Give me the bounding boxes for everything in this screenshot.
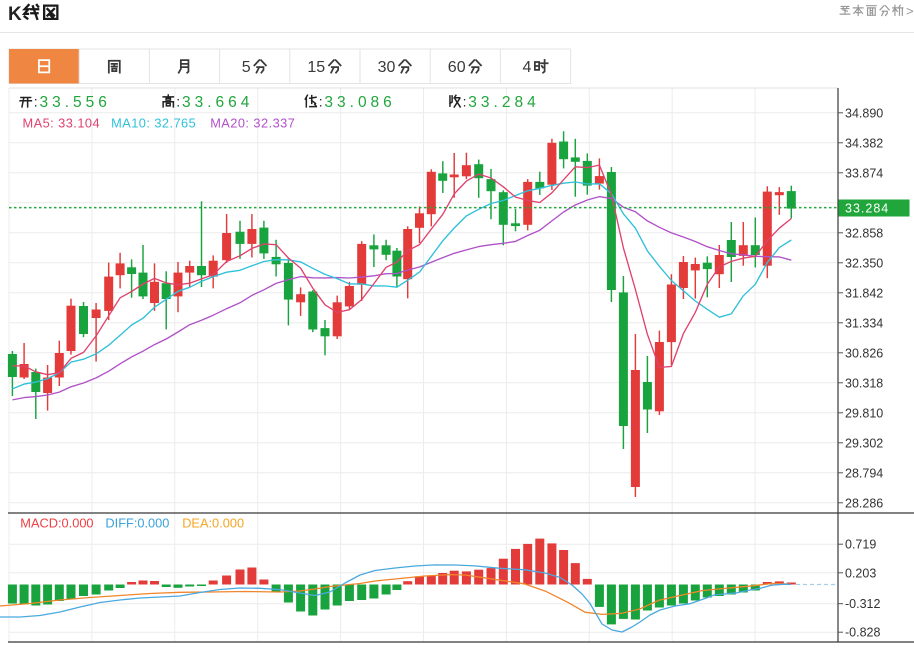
- svg-text:30.826: 30.826: [845, 346, 883, 360]
- svg-text:MA20: 32.337: MA20: 32.337: [210, 116, 295, 131]
- svg-text:MA5: 33.104: MA5: 33.104: [23, 116, 101, 131]
- svg-text:0.719: 0.719: [845, 538, 876, 552]
- svg-text::: :: [463, 94, 467, 110]
- svg-text:33.874: 33.874: [845, 166, 883, 180]
- svg-text:DEA:0.000: DEA:0.000: [182, 516, 244, 531]
- svg-text:34.382: 34.382: [845, 136, 883, 150]
- svg-text:33.556: 33.556: [40, 94, 111, 111]
- svg-text:-0.828: -0.828: [845, 626, 880, 640]
- svg-text:>: >: [906, 4, 914, 19]
- svg-text::: :: [319, 94, 323, 110]
- svg-text:33.284: 33.284: [845, 202, 889, 216]
- svg-text:33.664: 33.664: [182, 94, 253, 111]
- svg-text:29.302: 29.302: [845, 436, 883, 450]
- svg-text:MA10: 32.765: MA10: 32.765: [111, 116, 196, 131]
- svg-text:31.842: 31.842: [845, 286, 883, 300]
- svg-text:DIFF:0.000: DIFF:0.000: [105, 516, 169, 531]
- svg-text:15: 15: [307, 59, 325, 76]
- svg-text:5: 5: [242, 59, 251, 76]
- svg-text:K: K: [8, 4, 22, 25]
- svg-text::: :: [176, 94, 180, 110]
- svg-text:4: 4: [523, 59, 532, 76]
- svg-text:34.890: 34.890: [845, 106, 883, 120]
- svg-text:30.318: 30.318: [845, 376, 883, 390]
- svg-text:28.794: 28.794: [845, 466, 883, 480]
- svg-text:28.286: 28.286: [845, 496, 883, 510]
- svg-text:-0.312: -0.312: [845, 597, 880, 611]
- svg-text:60: 60: [448, 59, 466, 76]
- svg-text:MACD:0.000: MACD:0.000: [20, 516, 93, 531]
- svg-text:32.350: 32.350: [845, 256, 883, 270]
- svg-text:30: 30: [378, 59, 396, 76]
- svg-text:33.284: 33.284: [468, 94, 539, 111]
- svg-text:33.086: 33.086: [324, 94, 395, 111]
- svg-text:29.810: 29.810: [845, 406, 883, 420]
- svg-text:31.334: 31.334: [845, 316, 883, 330]
- svg-text:0.203: 0.203: [845, 566, 876, 580]
- svg-text:32.858: 32.858: [845, 226, 883, 240]
- svg-text::: :: [34, 94, 38, 110]
